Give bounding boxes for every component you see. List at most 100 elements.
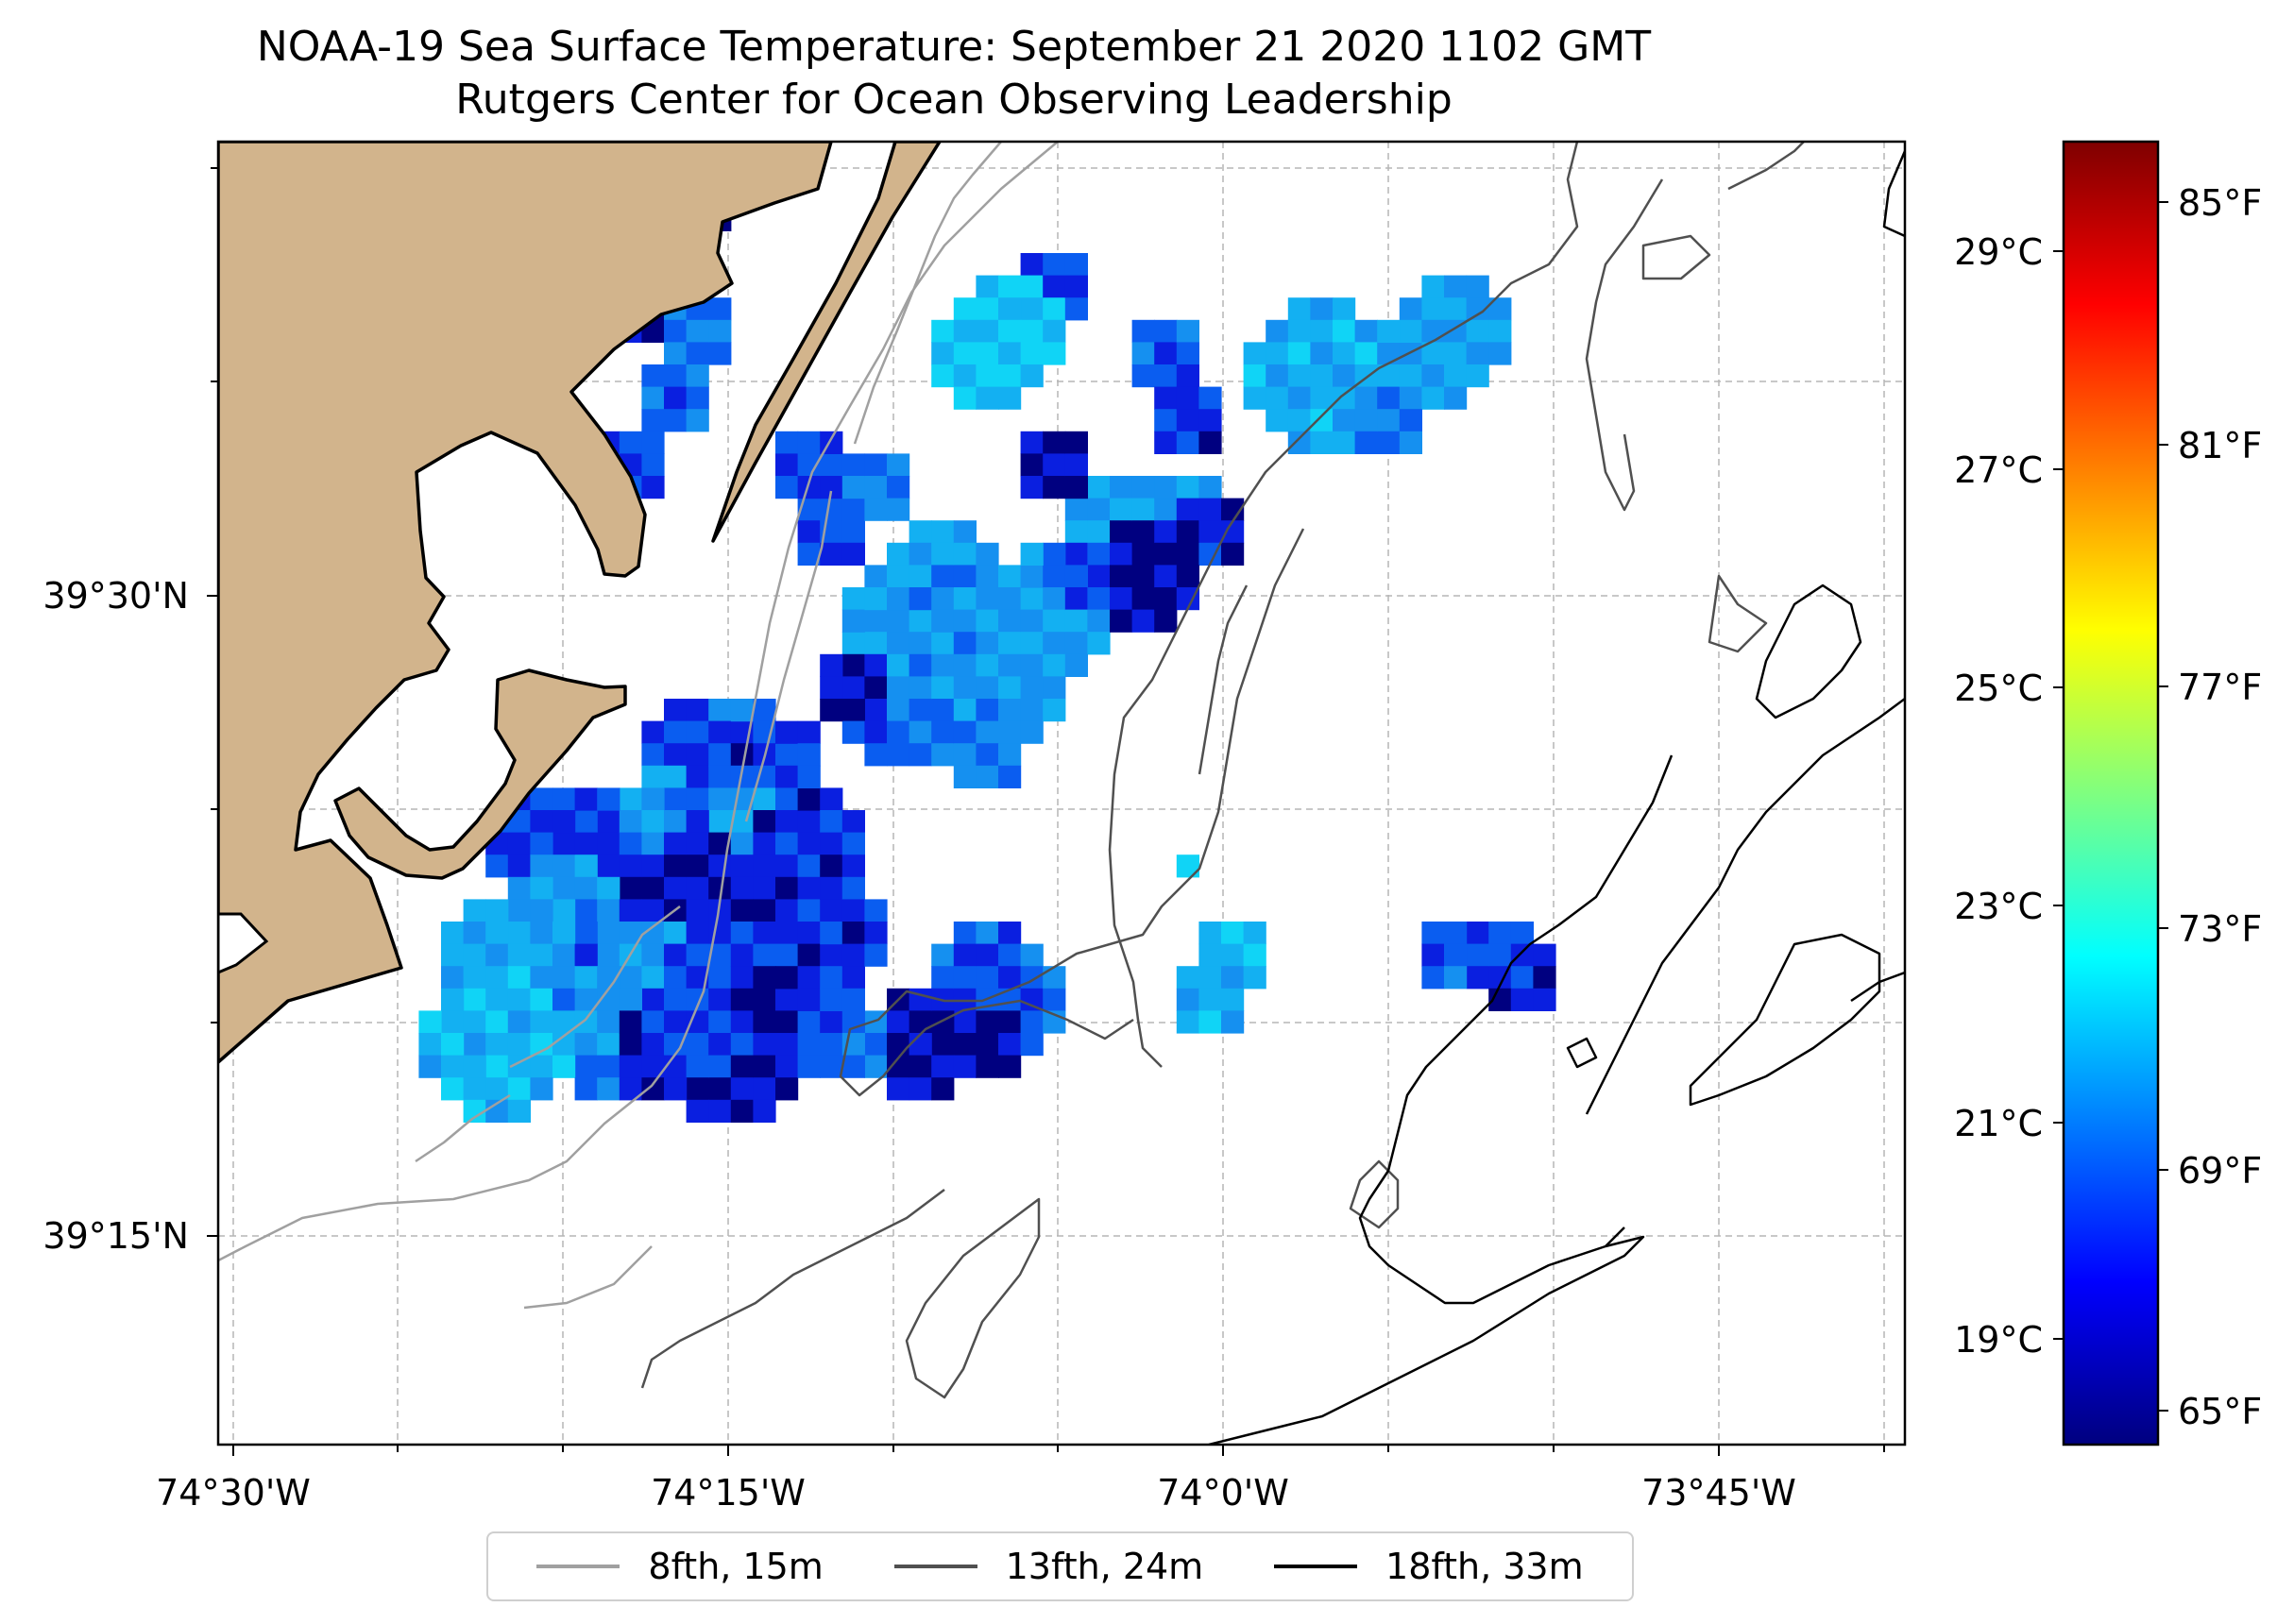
sst-pixel	[730, 943, 754, 967]
sst-pixel	[998, 922, 1022, 945]
sst-pixel	[530, 943, 553, 967]
sst-pixel	[797, 854, 821, 878]
sst-pixel	[1198, 922, 1222, 945]
sst-pixel	[998, 943, 1022, 967]
x-tick-label: 74°15'W	[651, 1472, 806, 1514]
sst-pixel	[909, 1055, 932, 1078]
sst-pixel	[597, 810, 620, 834]
sst-pixel	[953, 632, 977, 655]
sst-pixel	[1020, 966, 1044, 990]
sst-pixel	[686, 720, 709, 744]
sst-pixel	[887, 1010, 910, 1034]
sst-pixel	[1043, 966, 1066, 990]
sst-pixel	[841, 854, 865, 878]
sst-pixel	[976, 1010, 999, 1034]
y-tick-label: 39°30'N	[42, 575, 189, 617]
sst-pixel	[976, 922, 999, 945]
sst-pixel	[441, 1077, 465, 1101]
sst-pixel	[686, 743, 709, 767]
sst-pixel	[552, 966, 576, 990]
sst-pixel	[619, 810, 642, 834]
sst-pixel	[1266, 319, 1289, 343]
sst-pixel	[686, 922, 709, 945]
sst-pixel	[931, 342, 955, 365]
sst-pixel	[1110, 609, 1133, 633]
sst-pixel	[1333, 431, 1356, 454]
sst-pixel	[775, 1077, 799, 1101]
sst-pixel	[1533, 988, 1556, 1011]
sst-pixel	[841, 810, 865, 834]
sst-pixel	[1310, 364, 1334, 388]
sst-pixel	[841, 476, 865, 499]
sst-pixel	[1333, 297, 1356, 321]
colorbar: 19°C 21°C 23°C 25°C 27°C 29°C 65°F 69°F …	[1954, 140, 2262, 1446]
sst-pixel	[1110, 565, 1133, 588]
sst-pixel	[931, 319, 955, 343]
sst-pixel	[820, 876, 843, 900]
sst-pixel	[619, 832, 642, 855]
sst-pixel	[574, 832, 598, 855]
sst-pixel	[1043, 609, 1066, 633]
sst-pixel	[1154, 520, 1178, 544]
sst-pixel	[953, 720, 977, 744]
sst-pixel	[664, 364, 688, 388]
sst-pixel	[485, 854, 509, 878]
sst-pixel	[463, 943, 486, 967]
celsius-label: 25°C	[1954, 668, 2043, 709]
sst-pixel	[1064, 587, 1088, 611]
sst-pixel	[1176, 342, 1199, 365]
sst-pixel	[1020, 319, 1044, 343]
sst-pixel	[597, 876, 620, 900]
sst-pixel	[485, 1010, 509, 1034]
sst-pixel	[864, 743, 888, 767]
sst-pixel	[998, 1010, 1022, 1034]
sst-pixel	[931, 943, 955, 967]
sst-pixel	[463, 922, 486, 945]
sst-pixel	[864, 676, 888, 700]
sst-pixel	[730, 988, 754, 1011]
sst-pixel	[1020, 476, 1044, 499]
sst-pixel	[1310, 431, 1334, 454]
sst-pixel	[641, 476, 665, 499]
sst-pixel	[1198, 498, 1222, 521]
sst-pixel	[1198, 1010, 1222, 1034]
sst-pixel	[1154, 409, 1178, 432]
sst-pixel	[775, 876, 799, 900]
sst-pixel	[1020, 1033, 1044, 1057]
sst-pixel	[1488, 922, 1512, 945]
sst-pixel	[976, 297, 999, 321]
sst-pixel	[641, 966, 665, 990]
sst-pixel	[775, 787, 799, 811]
x-tick-label: 74°0'W	[1157, 1472, 1289, 1514]
sst-pixel	[976, 632, 999, 655]
sst-pixel	[775, 922, 799, 945]
sst-pixel	[797, 1010, 821, 1034]
sst-pixel	[1354, 386, 1378, 410]
sst-pixel	[441, 922, 465, 945]
sst-pixel	[797, 720, 821, 744]
sst-pixel	[1131, 542, 1155, 566]
sst-pixel	[1310, 409, 1334, 432]
sst-pixel	[1466, 943, 1489, 967]
sst-pixel	[507, 1033, 531, 1057]
sst-pixel	[664, 743, 688, 767]
sst-pixel	[574, 899, 598, 922]
sst-pixel	[1198, 476, 1222, 499]
sst-pixel	[909, 632, 932, 655]
sst-pixel	[909, 720, 932, 744]
sst-pixel	[820, 966, 843, 990]
sst-pixel	[574, 1055, 598, 1078]
sst-pixel	[641, 943, 665, 967]
sst-pixel	[641, 1033, 665, 1057]
sst-pixel	[1510, 988, 1534, 1011]
sst-pixel	[1198, 966, 1222, 990]
sst-pixel	[664, 943, 688, 967]
sst-pixel	[686, 854, 709, 878]
sst-pixel	[998, 720, 1022, 744]
sst-pixel	[552, 787, 576, 811]
sst-pixel	[664, 342, 688, 365]
sst-pixel	[998, 609, 1022, 633]
title-line-2: Rutgers Center for Ocean Observing Leade…	[455, 76, 1453, 124]
sst-pixel	[797, 810, 821, 834]
sst-pixel	[1333, 319, 1356, 343]
